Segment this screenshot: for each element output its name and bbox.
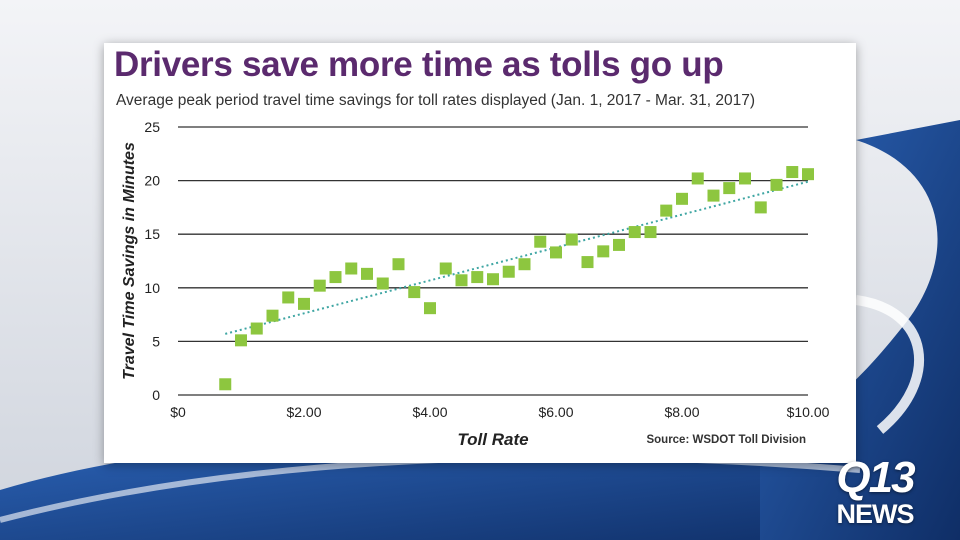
x-tick-label: $6.00 <box>538 404 573 420</box>
y-tick-label: 10 <box>144 280 160 296</box>
x-axis-title: Toll Rate <box>457 430 528 449</box>
data-point <box>754 201 767 214</box>
data-point <box>439 262 452 275</box>
data-point <box>691 172 704 185</box>
q13-news-logo: Q13 NEWS <box>820 456 930 536</box>
trendline <box>224 180 809 335</box>
y-tick-label: 0 <box>152 387 160 403</box>
chart-card: Drivers save more time as tolls go up Av… <box>104 43 856 463</box>
data-point <box>550 246 562 259</box>
data-point <box>408 286 421 299</box>
data-point <box>392 258 405 271</box>
data-point <box>581 256 594 269</box>
data-point <box>455 274 468 287</box>
data-point <box>376 277 389 290</box>
x-tick-label: $4.00 <box>412 404 447 420</box>
y-tick-label: 15 <box>144 226 160 242</box>
data-point <box>597 245 610 258</box>
data-point <box>502 265 515 278</box>
data-point <box>644 226 657 239</box>
source-note: Source: WSDOT Toll Division <box>646 434 806 446</box>
y-tick-label: 5 <box>152 333 160 349</box>
x-tick-label: $2.00 <box>286 404 321 420</box>
x-tick-label: $0 <box>170 404 186 420</box>
data-point <box>565 233 578 246</box>
data-point <box>534 235 547 248</box>
data-point <box>518 258 531 271</box>
x-tick-label: $8.00 <box>664 404 699 420</box>
data-point <box>613 238 625 251</box>
data-point <box>802 168 814 181</box>
data-point <box>282 291 295 304</box>
data-point <box>250 322 263 335</box>
data-point <box>329 271 342 284</box>
chart-subtitle: Average peak period travel time savings … <box>116 92 756 109</box>
logo-q13-text: Q13 <box>836 453 915 502</box>
y-axis-title: Travel Time Savings in Minutes <box>121 142 138 380</box>
data-point <box>487 273 499 286</box>
y-tick-label: 25 <box>144 119 160 135</box>
data-point <box>628 226 641 239</box>
data-point <box>219 378 232 391</box>
data-point <box>471 271 484 284</box>
x-tick-label: $10.00 <box>787 404 830 420</box>
logo-news-text: NEWS <box>836 499 915 529</box>
data-point <box>266 309 279 322</box>
chart-title: Drivers save more time as tolls go up <box>114 45 724 84</box>
data-point <box>707 189 720 202</box>
data-point <box>770 178 783 191</box>
data-point <box>361 267 373 280</box>
y-tick-label: 20 <box>144 173 160 189</box>
data-point <box>723 182 736 195</box>
data-point <box>345 262 358 275</box>
data-point <box>739 172 751 185</box>
data-point <box>313 279 326 292</box>
data-point <box>786 166 799 179</box>
data-point <box>424 302 436 315</box>
data-point <box>660 204 673 217</box>
data-point <box>235 334 247 347</box>
data-point <box>676 192 688 205</box>
scatter-chart: 0 5 10 15 20 25 $0 $2.00 $4.00 $6.00 $8.00 $10.00 To… <box>121 119 830 449</box>
data-point <box>298 297 310 310</box>
